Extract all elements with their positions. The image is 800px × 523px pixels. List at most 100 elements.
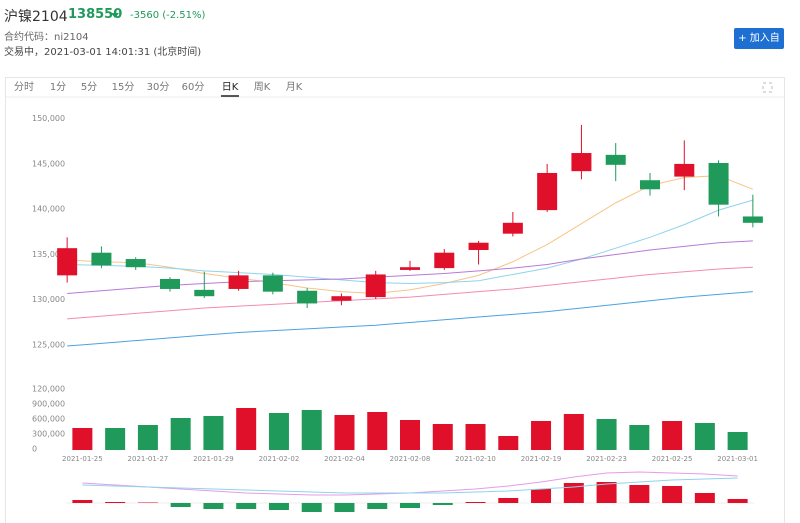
volume-bar bbox=[694, 423, 715, 450]
macd-bar bbox=[432, 503, 453, 505]
tab[interactable]: 30分 bbox=[147, 81, 170, 93]
macd-bar bbox=[400, 503, 420, 508]
y-tick-label: 120,000 bbox=[32, 385, 65, 394]
candle-body bbox=[125, 259, 146, 268]
volume-bar bbox=[268, 413, 289, 450]
x-tick-label: 2021-02-23 bbox=[586, 455, 627, 463]
macd-bar bbox=[137, 502, 158, 503]
price-change: -3560 (-2.51%) bbox=[130, 10, 206, 21]
volume-bar bbox=[170, 418, 191, 450]
volume-bar bbox=[334, 415, 355, 450]
macd-bar bbox=[465, 502, 486, 503]
candle-body bbox=[194, 289, 215, 297]
tab[interactable]: 周K bbox=[254, 81, 271, 93]
trade-status: 交易中，2021-03-01 14:01:31 (北京时间) bbox=[4, 47, 202, 58]
tab[interactable]: 5分 bbox=[81, 81, 97, 93]
x-tick-label: 2021-02-10 bbox=[455, 455, 496, 463]
candle-body bbox=[742, 216, 763, 223]
volume-bar bbox=[400, 420, 420, 450]
y-tick-label: 140,000 bbox=[32, 205, 65, 214]
tab[interactable]: 分时 bbox=[14, 81, 34, 93]
fullscreen-icon[interactable] bbox=[762, 82, 773, 93]
y-tick-label: 135,000 bbox=[32, 250, 65, 259]
candle-body bbox=[57, 248, 78, 276]
macd-bar bbox=[531, 489, 552, 503]
volume-bar bbox=[563, 414, 584, 450]
button-label: 加入自选 bbox=[749, 33, 780, 65]
macd-bar bbox=[694, 493, 715, 503]
x-tick-label: 2021-02-25 bbox=[652, 455, 693, 463]
volume-bar bbox=[137, 425, 158, 450]
last-price: 138550 bbox=[68, 7, 123, 22]
candle-body bbox=[262, 275, 283, 292]
candle-body bbox=[91, 252, 112, 266]
y-tick-label: 0 bbox=[32, 445, 37, 454]
volume-bar bbox=[203, 416, 224, 450]
x-tick-label: 2021-02-08 bbox=[390, 455, 431, 463]
volume-bar bbox=[301, 410, 322, 450]
macd-bar bbox=[596, 482, 617, 503]
macd-bar bbox=[236, 503, 257, 509]
y-tick-label: 900,000 bbox=[32, 400, 65, 409]
candle-body bbox=[537, 172, 558, 211]
y-tick-label: 145,000 bbox=[32, 159, 65, 168]
candle-body bbox=[331, 296, 352, 301]
volume-bar bbox=[498, 436, 519, 450]
x-tick-label: 2021-01-29 bbox=[193, 455, 234, 463]
moving-average-line bbox=[67, 291, 753, 347]
moving-average-line bbox=[67, 199, 753, 285]
chart-frame bbox=[5, 77, 785, 523]
volume-bar bbox=[236, 408, 257, 450]
macd-bar bbox=[629, 485, 650, 503]
macd-bar bbox=[662, 486, 683, 503]
candle-body bbox=[468, 242, 489, 250]
moving-average-line bbox=[67, 266, 753, 320]
volume-bar bbox=[662, 421, 683, 450]
tab[interactable]: 1分 bbox=[50, 81, 66, 93]
add-watchlist-button[interactable]: + 加入自选 bbox=[734, 28, 784, 65]
x-tick-label: 2021-02-04 bbox=[324, 455, 365, 463]
tab[interactable]: 60分 bbox=[182, 81, 205, 93]
tab[interactable]: 日K bbox=[222, 82, 239, 93]
y-tick-label: 150,000 bbox=[32, 114, 65, 123]
contract-code: 合约代码：ni2104 bbox=[4, 32, 89, 43]
volume-bar bbox=[531, 421, 552, 450]
macd-bar bbox=[268, 503, 289, 510]
candle-body bbox=[297, 290, 318, 304]
volume-bar bbox=[465, 424, 486, 450]
candle-body bbox=[674, 163, 695, 177]
down-arrow bbox=[111, 13, 119, 18]
candle-body bbox=[502, 222, 523, 234]
candle-body bbox=[571, 153, 592, 172]
x-tick-label: 2021-03-01 bbox=[717, 455, 758, 463]
candle-body bbox=[228, 275, 249, 289]
y-tick-label: 130,000 bbox=[32, 295, 65, 304]
candle-body bbox=[365, 274, 386, 298]
volume-bar bbox=[596, 419, 617, 450]
y-tick-label: 600,000 bbox=[32, 415, 65, 424]
macd-bar bbox=[498, 498, 519, 503]
x-tick-label: 2021-02-02 bbox=[259, 455, 300, 463]
candle-body bbox=[160, 278, 180, 289]
tab[interactable]: 15分 bbox=[112, 81, 135, 93]
y-tick-label: 300,000 bbox=[32, 430, 65, 439]
candle-body bbox=[605, 154, 626, 165]
volume-bar bbox=[367, 412, 388, 450]
tab[interactable]: 月K bbox=[286, 81, 303, 93]
x-tick-label: 2021-01-25 bbox=[62, 455, 103, 463]
macd-bar bbox=[170, 503, 191, 507]
volume-bar bbox=[105, 428, 126, 450]
macd-bar bbox=[367, 503, 388, 509]
volume-bar bbox=[72, 428, 93, 450]
macd-bar bbox=[727, 499, 748, 503]
macd-bar bbox=[301, 503, 322, 512]
macd-line bbox=[82, 477, 738, 494]
macd-bar bbox=[563, 483, 584, 503]
y-tick-label: 125,000 bbox=[32, 341, 65, 350]
candle-body bbox=[640, 180, 660, 190]
volume-bar bbox=[629, 425, 650, 450]
volume-bar bbox=[432, 424, 453, 450]
candle-body bbox=[708, 163, 729, 205]
